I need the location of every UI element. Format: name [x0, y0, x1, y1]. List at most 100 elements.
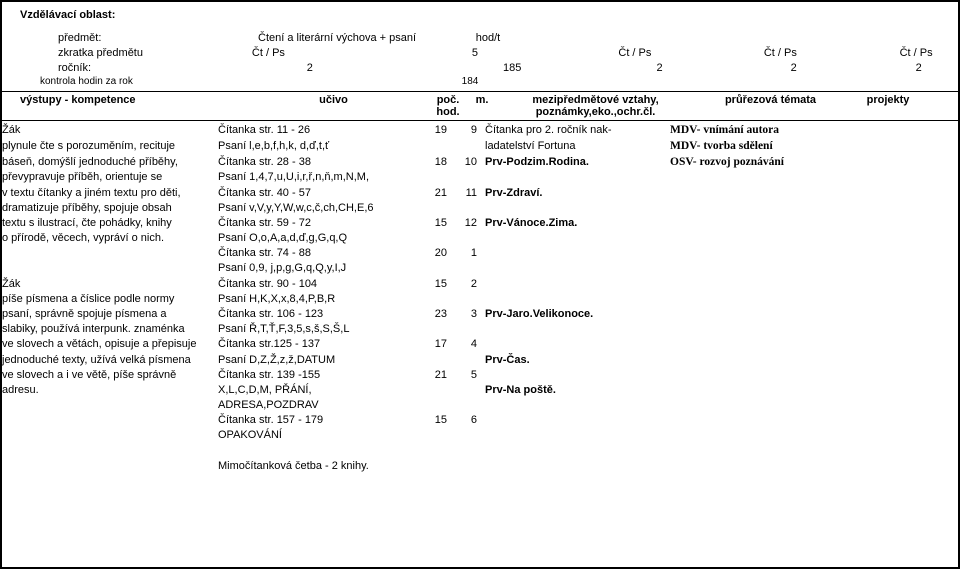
h-proj: projekty: [853, 94, 923, 118]
vystupy-cell: báseň, domýšlí jednoduché příběhy,: [2, 155, 218, 171]
ucivo-cell: Čítanka str. 74 - 88: [218, 246, 413, 261]
row-predmet: předmět: Čtení a literární výchova + psa…: [20, 31, 950, 46]
table-row: píše písmena a číslice podle normyPsaní …: [2, 292, 958, 307]
ucivo-cell: Psaní O,o,A,a,d,ď,g,G,q,Q: [218, 231, 413, 246]
ucivo-cell: OPAKOVÁNÍ: [218, 428, 413, 443]
pruz-cell: [670, 383, 835, 413]
ctps-2: Čt / Ps: [746, 46, 814, 61]
value-predmet: Čtení a literární výchova + psaní: [258, 31, 468, 46]
mezi-cell: [481, 246, 670, 261]
m-cell: 6: [451, 413, 481, 428]
page-title-row: Vzdělávací oblast:: [20, 8, 950, 23]
m-cell: 1: [451, 246, 481, 261]
poc-cell: [413, 353, 451, 368]
table-row: OPAKOVÁNÍ: [2, 428, 958, 443]
mezi-cell: Prv-Podzim.Rodina.: [481, 155, 670, 171]
mezi-cell: [481, 170, 670, 185]
mezi-cell: [481, 444, 670, 459]
table-row: převypravuje příběh, orientuje sePsaní 1…: [2, 170, 958, 185]
pruz-cell: [670, 368, 835, 383]
mezi-cell: Prv-Vánoce.Zima.: [481, 216, 670, 231]
poc-cell: [413, 322, 451, 337]
pruz-cell: [670, 277, 835, 292]
pruz-cell: MDV- tvorba sdělení: [670, 139, 835, 155]
pruz-cell: [670, 246, 835, 261]
poc-cell: [413, 444, 451, 459]
pruz-cell: [670, 170, 835, 185]
poc-cell: 20: [413, 246, 451, 261]
ucivo-cell: Čítanka str. 40 - 57: [218, 186, 413, 201]
table-row: ŽákČítanka str. 90 - 104152: [2, 277, 958, 292]
poc-cell: 17: [413, 337, 451, 352]
table-row: plynule čte s porozuměním, recitujePsaní…: [2, 139, 958, 155]
poc-cell: [413, 292, 451, 307]
h-mezi-a: mezipředmětové vztahy,: [503, 94, 688, 106]
m-cell: 2: [451, 277, 481, 292]
mezi-cell: [481, 277, 670, 292]
mezi-cell: [481, 428, 670, 443]
vystupy-cell: [2, 459, 218, 474]
table-row: jednoduché texty, užívá velká písmenaPsa…: [2, 353, 958, 368]
ctps-3: Čt / Ps: [882, 46, 950, 61]
vystupy-cell: Žák: [2, 123, 218, 139]
poc-cell: [413, 428, 451, 443]
label-kontrola: kontrola hodin za rok: [20, 75, 240, 89]
poc-cell: [413, 383, 451, 413]
h-pruz: průřezová témata: [688, 94, 853, 118]
m-cell: [451, 353, 481, 368]
m-cell: [451, 261, 481, 276]
ucivo-cell: X,L,C,D,M, PŘÁNÍ, ADRESA,POZDRAV: [218, 383, 413, 413]
mezi-cell: [481, 368, 670, 383]
row-rocnik: ročník: 2 185 2 2 2: [20, 61, 950, 76]
ucivo-cell: Čítanka str. 90 - 104: [218, 277, 413, 292]
mezi-cell: [481, 201, 670, 216]
row-kontrola: kontrola hodin za rok 184: [20, 75, 950, 89]
pruz-cell: MDV- vnímání autora: [670, 123, 835, 139]
mezi-cell: Prv-Zdraví.: [481, 186, 670, 201]
pruz-cell: [670, 337, 835, 352]
poc-cell: [413, 459, 451, 474]
vystupy-cell: [2, 428, 218, 443]
pruz-cell: [670, 428, 835, 443]
ctps-1: Čt / Ps: [601, 46, 669, 61]
mezi-cell: [481, 292, 670, 307]
mezi-cell: [481, 261, 670, 276]
value-rocnik: 2: [237, 61, 495, 76]
mezi-cell: Čítanka pro 2. ročník nak-: [481, 123, 670, 139]
pruz-cell: OSV- rozvoj poznávání: [670, 155, 835, 171]
vystupy-cell: o přírodě, věcech, vypráví o nich.: [2, 231, 218, 246]
h-vystupy: výstupy - kompetence: [20, 94, 236, 118]
pruz-cell: [670, 216, 835, 231]
m-cell: [451, 231, 481, 246]
ucivo-cell: [218, 444, 413, 459]
num-5: 5: [456, 46, 495, 61]
vystupy-cell: plynule čte s porozuměním, recituje: [2, 139, 218, 155]
h-m: m.: [469, 94, 499, 118]
mezi-cell: Prv-Jaro.Velikonoce.: [481, 307, 670, 322]
table-row: adresu.X,L,C,D,M, PŘÁNÍ, ADRESA,POZDRAVP…: [2, 383, 958, 413]
vystupy-cell: psaní, správně spojuje písmena a: [2, 307, 218, 322]
vystupy-cell: v textu čítanky a jiném textu pro děti,: [2, 186, 218, 201]
body-rows: ŽákČítanka str. 11 - 26199Čítanka pro 2.…: [2, 121, 958, 474]
table-row: Čítanka str. 74 - 88201: [2, 246, 958, 261]
vystupy-cell: ve slovech a větách, opisuje a přepisuje: [2, 337, 218, 352]
pruz-cell: [670, 353, 835, 368]
header-block: Vzdělávací oblast: předmět: Čtení a lite…: [2, 2, 958, 91]
table-row: ve slovech a větách, opisuje a přepisuje…: [2, 337, 958, 352]
table-row: ve slovech a i ve větě, píše správněČíta…: [2, 368, 958, 383]
label-predmet: předmět:: [20, 31, 258, 46]
vystupy-cell: textu s ilustrací, čte pohádky, knihy: [2, 216, 218, 231]
ucivo-cell: Psaní 1,4,7,u,U,i,r,ř,n,ň,m,N,M,: [218, 170, 413, 185]
value-zkratka: Čt / Ps: [252, 46, 456, 61]
vystupy-cell: dramatizuje příběhy, spojuje obsah: [2, 201, 218, 216]
ucivo-cell: Mimočítanková četba - 2 knihy.: [218, 459, 413, 474]
m-cell: 4: [451, 337, 481, 352]
poc-cell: 19: [413, 123, 451, 139]
m-cell: 3: [451, 307, 481, 322]
vystupy-cell: [2, 261, 218, 276]
label-rocnik: ročník:: [20, 61, 237, 76]
m-cell: [451, 139, 481, 155]
table-row: textu s ilustrací, čte pohádky, knihyČít…: [2, 216, 958, 231]
poc-cell: [413, 261, 451, 276]
m-cell: [451, 444, 481, 459]
